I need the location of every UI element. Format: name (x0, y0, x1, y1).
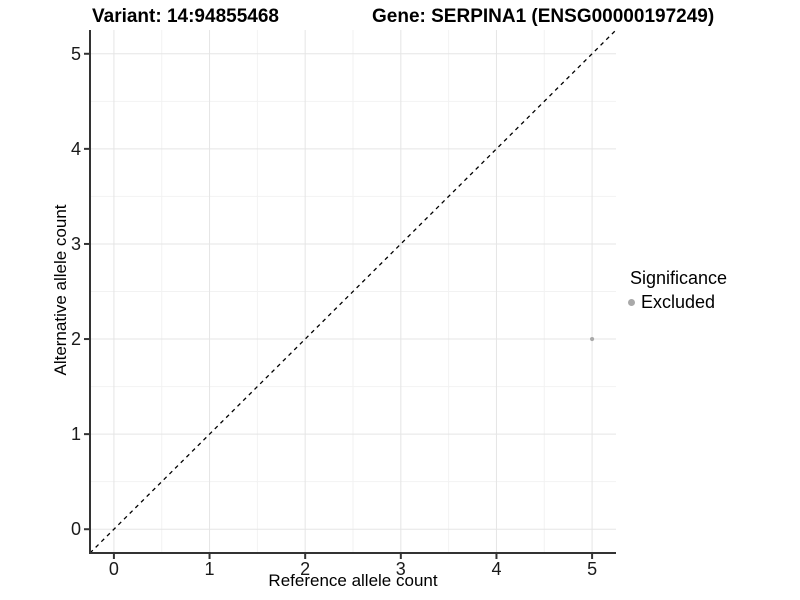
data-point (589, 336, 595, 342)
legend-item-label: Excluded (641, 292, 716, 312)
x-tick-label: 1 (205, 559, 215, 579)
x-tick-label: 3 (396, 559, 406, 579)
x-tick-label: 2 (300, 559, 310, 579)
dot-icon (628, 299, 635, 306)
variant-title: Variant: 14:94855468 (92, 6, 279, 27)
y-tick-label: 1 (71, 424, 81, 444)
legend-item-excluded: Excluded (628, 292, 727, 313)
identity-dashed-line (89, 29, 617, 554)
y-tick-label: 3 (71, 234, 81, 254)
gene-title: Gene: SERPINA1 (ENSG00000197249) (372, 6, 715, 27)
y-axis-title: Alternative allele count (51, 204, 70, 376)
x-tick-label: 5 (587, 559, 597, 579)
x-tick-label: 0 (109, 559, 119, 579)
x-tick-label: 4 (491, 559, 501, 579)
y-tick-label: 0 (71, 519, 81, 539)
legend: Significance Excluded (628, 268, 727, 313)
y-tick-label: 2 (71, 329, 81, 349)
x-axis-title: Reference allele count (268, 571, 438, 590)
y-tick-label: 5 (71, 44, 81, 64)
y-tick-label: 4 (71, 139, 81, 159)
legend-title: Significance (630, 268, 728, 288)
